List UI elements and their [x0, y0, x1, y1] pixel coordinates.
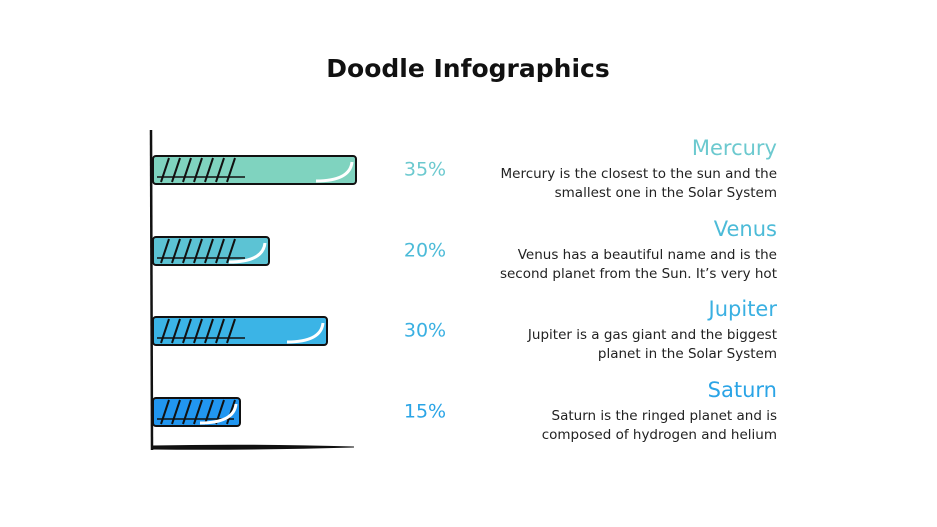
hatch: [226, 157, 236, 183]
description: planet in the Solar System: [598, 346, 777, 362]
hatch: [215, 318, 225, 344]
highlight: [199, 403, 238, 425]
hatch: [204, 318, 214, 344]
value-label: 20%: [404, 240, 446, 262]
category-name: Mercury: [692, 136, 777, 160]
hatch: [215, 157, 225, 183]
hatch: [171, 157, 181, 183]
hatch: [171, 399, 181, 425]
value-label: 30%: [404, 320, 446, 342]
hatch: [204, 399, 214, 425]
category-name: Saturn: [708, 378, 777, 402]
description: Saturn is the ringed planet and is: [552, 408, 777, 424]
hatch: [171, 318, 181, 344]
hatch: [171, 238, 181, 264]
hatch: [160, 157, 170, 183]
description: Jupiter is a gas giant and the biggest: [527, 327, 777, 343]
hatch: [226, 238, 236, 264]
hatch: [193, 238, 203, 264]
hatch: [204, 157, 214, 183]
hatch: [182, 238, 192, 264]
axis: [151, 444, 355, 450]
description: Mercury is the closest to the sun and th…: [501, 166, 778, 182]
hatch: [193, 157, 203, 183]
category-name: Venus: [714, 217, 777, 241]
hatch: [215, 238, 225, 264]
hatch: [182, 399, 192, 425]
hatch: [193, 399, 203, 425]
description: second planet from the Sun. It’s very ho…: [500, 266, 777, 282]
category-name: Jupiter: [707, 297, 778, 321]
highlight: [315, 161, 354, 183]
bar: [152, 236, 270, 266]
hatch: [204, 238, 214, 264]
value-label: 15%: [404, 401, 446, 423]
highlight: [286, 322, 325, 344]
hatch: [160, 238, 170, 264]
hatch: [182, 318, 192, 344]
value-label: 35%: [404, 159, 446, 181]
axis: [149, 129, 154, 451]
hatch: [226, 318, 236, 344]
description: composed of hydrogen and helium: [542, 427, 777, 443]
hatch: [160, 399, 170, 425]
hatch: [182, 157, 192, 183]
description: smallest one in the Solar System: [555, 185, 777, 201]
hatch: [160, 318, 170, 344]
hatch: [226, 399, 236, 425]
chart-title: Doodle Infographics: [326, 54, 609, 83]
description: Venus has a beautiful name and is the: [518, 247, 777, 263]
hatch: [193, 318, 203, 344]
highlight: [228, 242, 267, 264]
